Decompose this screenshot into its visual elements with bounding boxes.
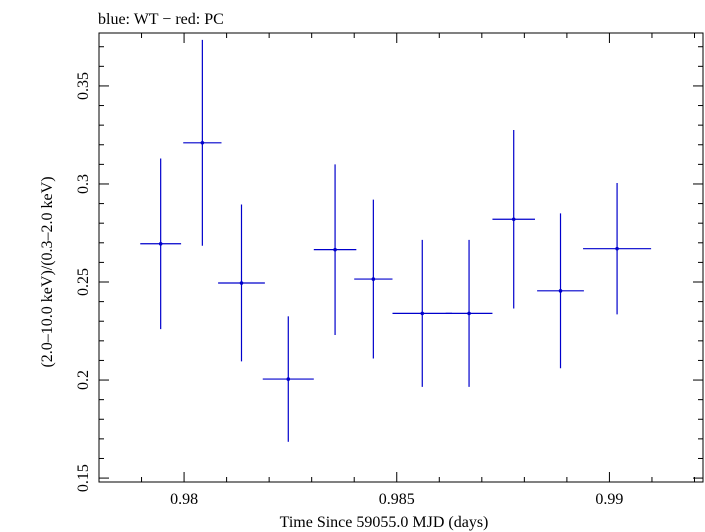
data-point	[583, 182, 652, 315]
x-tick-label: 0.98	[170, 491, 198, 508]
data-point	[445, 239, 493, 387]
data-point	[492, 130, 535, 309]
y-tick-label: 0.35	[75, 72, 92, 100]
y-tick-label: 0.2	[75, 370, 92, 390]
data-points	[140, 39, 652, 442]
point-marker	[239, 281, 244, 285]
data-point	[262, 316, 314, 442]
data-point	[354, 199, 393, 359]
point-marker	[333, 247, 337, 252]
x-axis-label: Time Since 59055.0 MJD (days)	[280, 514, 489, 531]
x-tick-label: 0.99	[595, 491, 623, 508]
data-point	[183, 39, 222, 246]
data-point	[140, 158, 182, 330]
data-point	[218, 204, 265, 362]
point-marker	[420, 311, 425, 316]
axis-ticks	[98, 33, 703, 482]
data-point	[392, 239, 453, 387]
point-marker	[615, 246, 619, 251]
x-tick-label: 0.985	[379, 491, 415, 508]
point-marker	[371, 277, 376, 281]
data-point	[537, 213, 584, 369]
y-tick-label: 0.15	[75, 464, 92, 492]
y-tick-labels: 0.15 0.2 0.25 0.3 0.35	[75, 72, 92, 492]
plot-frame	[98, 32, 704, 483]
data-point	[313, 164, 357, 335]
point-marker	[558, 289, 563, 293]
y-tick-label: 0.3	[75, 174, 92, 194]
y-tick-label: 0.25	[75, 268, 92, 296]
x-tick-labels: 0.98 0.985 0.99	[170, 491, 623, 508]
point-marker	[158, 241, 163, 246]
point-marker	[200, 140, 205, 145]
point-marker	[286, 377, 291, 381]
chart-title: blue: WT − red: PC	[98, 11, 224, 28]
point-marker	[511, 217, 516, 222]
y-axis-label: (2.0–10.0 keV)/(0.3–2.0 keV)	[39, 176, 56, 367]
point-marker	[467, 311, 471, 316]
